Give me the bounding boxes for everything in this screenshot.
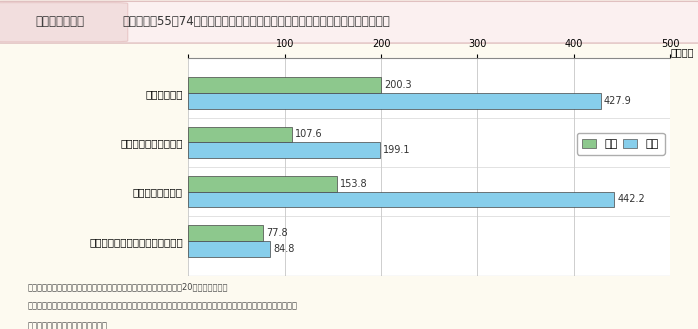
FancyBboxPatch shape xyxy=(0,1,698,43)
Text: 200.3: 200.3 xyxy=(385,80,412,90)
Text: 77.8: 77.8 xyxy=(267,228,288,238)
Bar xyxy=(188,93,601,109)
FancyBboxPatch shape xyxy=(0,3,128,42)
Text: 442.2: 442.2 xyxy=(617,194,645,205)
Text: （備考）１．内閣府「高齢男女の自立した生活に関する調査」（平成20年）より作成。: （備考）１．内閣府「高齢男女の自立した生活に関する調査」（平成20年）より作成。 xyxy=(28,282,228,291)
Text: 199.1: 199.1 xyxy=(383,145,410,155)
Bar xyxy=(188,176,336,191)
Bar xyxy=(188,142,380,158)
Text: 84.8: 84.8 xyxy=(273,244,295,254)
Text: 153.8: 153.8 xyxy=(339,179,367,189)
Text: 等による収入も含む。: 等による収入も含む。 xyxy=(28,322,108,329)
Bar xyxy=(188,241,270,257)
Text: ２．「収入」は税込みであり、就業による収入、年金等による収入のほか、預貯金の引き出し、家賃収入や利子: ２．「収入」は税込みであり、就業による収入、年金等による収入のほか、預貯金の引き… xyxy=(28,302,298,311)
Bar xyxy=(188,127,292,142)
Bar xyxy=(188,191,614,207)
Text: 高齢者等（55～74歳）の本人の就業パターンによる年間収入（平均額）（性別）: 高齢者等（55～74歳）の本人の就業パターンによる年間収入（平均額）（性別） xyxy=(122,15,390,28)
Text: 427.9: 427.9 xyxy=(604,96,631,106)
Text: （万円）: （万円） xyxy=(670,48,694,58)
Bar xyxy=(188,225,263,241)
Bar xyxy=(188,77,381,93)
Text: 第１－４－１図: 第１－４－１図 xyxy=(36,15,84,28)
Legend: 女性, 男性: 女性, 男性 xyxy=(577,133,664,155)
Text: 107.6: 107.6 xyxy=(295,129,322,139)
